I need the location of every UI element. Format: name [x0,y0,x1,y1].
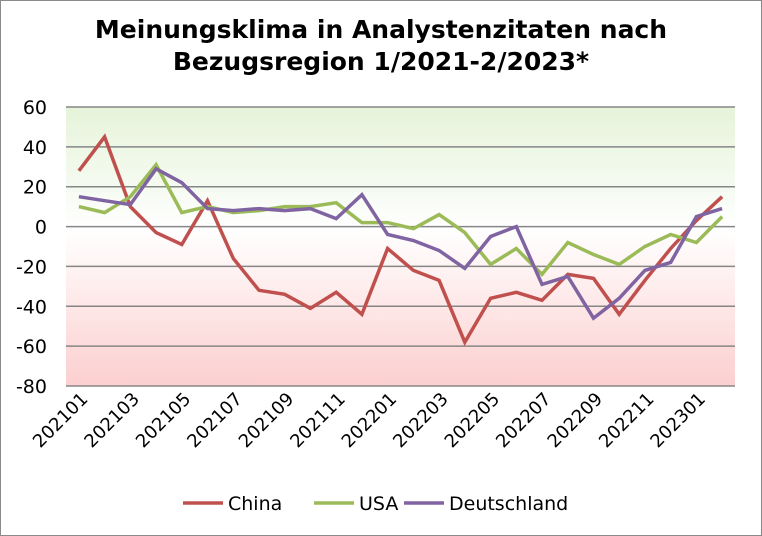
plot-area [66,107,735,386]
x-tick-label: 202209 [544,389,607,452]
y-tick-label: 0 [35,217,47,239]
y-tick-label: 60 [23,97,47,119]
series-line-usa [78,161,724,278]
x-tick-label: 202111 [286,389,349,452]
y-tick-label: -20 [16,256,47,278]
y-tick-label: -40 [16,296,47,318]
legend-label-china: China [228,493,282,515]
y-tick-label: 20 [23,177,47,199]
chart-title: Meinungsklima in Analystenzitaten nach B… [0,14,762,78]
series-line-deutschland [78,166,723,321]
x-tick-label: 202211 [595,389,658,452]
y-tick-label: 40 [23,137,47,159]
x-tick-label: 202205 [441,389,504,452]
x-tick-label: 202201 [338,389,401,452]
series-line-china [77,133,724,347]
chart-title-line1: Meinungsklima in Analystenzitaten nach [94,15,668,44]
x-tick-label: 202301 [646,389,709,452]
x-tick-label: 202103 [80,389,143,452]
legend-label-usa: USA [359,493,398,515]
x-tick-label: 202105 [132,389,195,452]
y-tick-label: -60 [16,336,47,358]
x-tick-label: 202109 [235,389,298,452]
x-tick-label: 202101 [29,389,92,452]
x-tick-label: 202207 [492,389,555,452]
x-tick-label: 202203 [389,389,452,452]
y-tick-label: -80 [16,376,47,398]
x-tick-label: 202107 [183,389,246,452]
legend-label-deutschland: Deutschland [449,493,568,515]
chart-title-line2: Bezugsregion 1/2021-2/2023* [172,47,590,76]
